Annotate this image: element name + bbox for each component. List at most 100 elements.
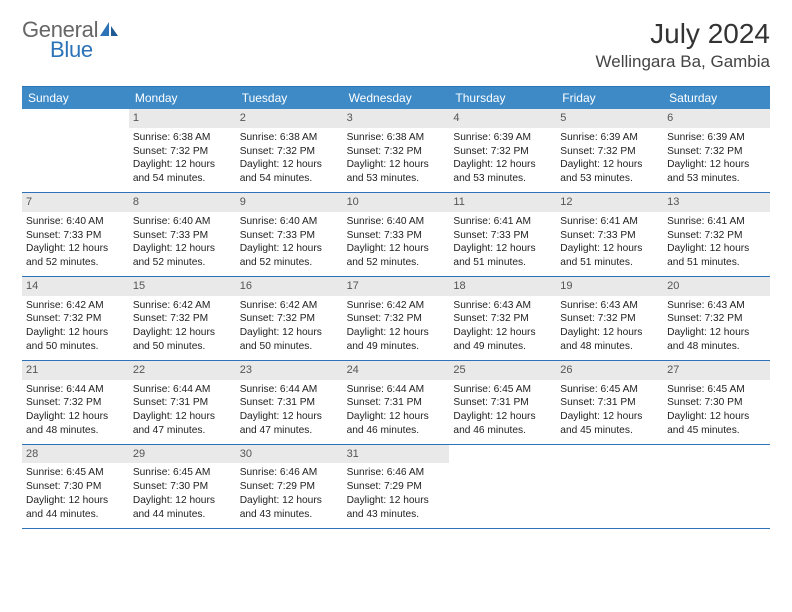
daylight-line: Daylight: 12 hours and 52 minutes. xyxy=(133,242,232,270)
daylight-line: Daylight: 12 hours and 52 minutes. xyxy=(26,242,125,270)
day-number: 20 xyxy=(663,277,770,296)
sunrise-line: Sunrise: 6:42 AM xyxy=(347,299,446,313)
day-number: 5 xyxy=(556,109,663,128)
daylight-line: Daylight: 12 hours and 54 minutes. xyxy=(240,158,339,186)
daylight-line: Daylight: 12 hours and 48 minutes. xyxy=(667,326,766,354)
logo-text-2: Blue xyxy=(50,38,93,61)
sunrise-line: Sunrise: 6:43 AM xyxy=(453,299,552,313)
day-29: 29 Sunrise: 6:45 AMSunset: 7:30 PMDayligh… xyxy=(129,445,236,528)
day-number: 22 xyxy=(129,361,236,380)
day-empty xyxy=(663,445,770,528)
day-11: 11Sunrise: 6:41 AMSunset: 7:33 PMDayligh… xyxy=(449,193,556,276)
day-number-empty xyxy=(556,445,663,464)
day-24: 24Sunrise: 6:44 AMSunset: 7:31 PMDayligh… xyxy=(343,361,450,444)
day-10: 10Sunrise: 6:40 AMSunset: 7:33 PMDayligh… xyxy=(343,193,450,276)
day-number: 8 xyxy=(129,193,236,212)
daylight-line: Daylight: 12 hours and 45 minutes. xyxy=(560,410,659,438)
day-number: 26 xyxy=(556,361,663,380)
sunset-line: Sunset: 7:32 PM xyxy=(133,312,232,326)
day-17: 17Sunrise: 6:42 AMSunset: 7:32 PMDayligh… xyxy=(343,277,450,360)
logo: GeneralBlue xyxy=(22,18,121,61)
sunset-line: Sunset: 7:33 PM xyxy=(560,229,659,243)
sunset-line: Sunset: 7:32 PM xyxy=(133,145,232,159)
day-number: 29 xyxy=(129,445,236,464)
day-31: 31Sunrise: 6:46 AMSunset: 7:29 PMDayligh… xyxy=(343,445,450,528)
daylight-line: Daylight: 12 hours and 54 minutes. xyxy=(133,158,232,186)
day-2: 2Sunrise: 6:38 AMSunset: 7:32 PMDaylight… xyxy=(236,109,343,192)
sunset-line: Sunset: 7:30 PM xyxy=(667,396,766,410)
day-4: 4Sunrise: 6:39 AMSunset: 7:32 PMDaylight… xyxy=(449,109,556,192)
daylight-line: Daylight: 12 hours and 52 minutes. xyxy=(240,242,339,270)
daylight-line: Daylight: 12 hours and 44 minutes. xyxy=(133,494,232,522)
sunset-line: Sunset: 7:32 PM xyxy=(560,145,659,159)
sunset-line: Sunset: 7:31 PM xyxy=(347,396,446,410)
day-number-empty xyxy=(663,445,770,464)
day-6: 6Sunrise: 6:39 AMSunset: 7:32 PMDaylight… xyxy=(663,109,770,192)
sunset-line: Sunset: 7:31 PM xyxy=(560,396,659,410)
day-8: 8 Sunrise: 6:40 AMSunset: 7:33 PMDaylight… xyxy=(129,193,236,276)
day-number: 12 xyxy=(556,193,663,212)
daylight-line: Daylight: 12 hours and 52 minutes. xyxy=(347,242,446,270)
sunrise-line: Sunrise: 6:44 AM xyxy=(347,383,446,397)
sunset-line: Sunset: 7:33 PM xyxy=(453,229,552,243)
day-1: 1Sunrise: 6:38 AMSunset: 7:32 PMDaylight… xyxy=(129,109,236,192)
day-25: 25Sunrise: 6:45 AMSunset: 7:31 PMDayligh… xyxy=(449,361,556,444)
dow-sunday: Sunday xyxy=(22,87,129,109)
week-row: 1Sunrise: 6:38 AMSunset: 7:32 PMDaylight… xyxy=(22,109,770,193)
daylight-line: Daylight: 12 hours and 45 minutes. xyxy=(667,410,766,438)
day-28: 28Sunrise: 6:45 AMSunset: 7:30 PMDayligh… xyxy=(22,445,129,528)
sunrise-line: Sunrise: 6:40 AM xyxy=(133,215,232,229)
sunrise-line: Sunrise: 6:42 AM xyxy=(26,299,125,313)
dow-tuesday: Tuesday xyxy=(236,87,343,109)
sunrise-line: Sunrise: 6:43 AM xyxy=(560,299,659,313)
sunset-line: Sunset: 7:32 PM xyxy=(240,312,339,326)
month-title: July 2024 xyxy=(596,18,771,50)
sunset-line: Sunset: 7:33 PM xyxy=(133,229,232,243)
sunrise-line: Sunrise: 6:41 AM xyxy=(560,215,659,229)
dow-row: SundayMondayTuesdayWednesdayThursdayFrid… xyxy=(22,87,770,109)
sunset-line: Sunset: 7:32 PM xyxy=(667,312,766,326)
day-empty xyxy=(449,445,556,528)
sunset-line: Sunset: 7:32 PM xyxy=(347,312,446,326)
daylight-line: Daylight: 12 hours and 43 minutes. xyxy=(240,494,339,522)
day-number: 19 xyxy=(556,277,663,296)
day-27: 27Sunrise: 6:45 AMSunset: 7:30 PMDayligh… xyxy=(663,361,770,444)
sunset-line: Sunset: 7:32 PM xyxy=(453,312,552,326)
day-number: 18 xyxy=(449,277,556,296)
day-9: 9Sunrise: 6:40 AMSunset: 7:33 PMDaylight… xyxy=(236,193,343,276)
day-number: 7 xyxy=(22,193,129,212)
day-14: 14Sunrise: 6:42 AMSunset: 7:32 PMDayligh… xyxy=(22,277,129,360)
daylight-line: Daylight: 12 hours and 51 minutes. xyxy=(667,242,766,270)
sunrise-line: Sunrise: 6:39 AM xyxy=(453,131,552,145)
day-number: 4 xyxy=(449,109,556,128)
daylight-line: Daylight: 12 hours and 50 minutes. xyxy=(26,326,125,354)
sunset-line: Sunset: 7:29 PM xyxy=(347,480,446,494)
day-18: 18Sunrise: 6:43 AMSunset: 7:32 PMDayligh… xyxy=(449,277,556,360)
sunrise-line: Sunrise: 6:40 AM xyxy=(347,215,446,229)
sunset-line: Sunset: 7:32 PM xyxy=(667,145,766,159)
sunrise-line: Sunrise: 6:44 AM xyxy=(240,383,339,397)
week-row: 7Sunrise: 6:40 AMSunset: 7:33 PMDaylight… xyxy=(22,193,770,277)
day-21: 21Sunrise: 6:44 AMSunset: 7:32 PMDayligh… xyxy=(22,361,129,444)
day-number: 15 xyxy=(129,277,236,296)
sunrise-line: Sunrise: 6:45 AM xyxy=(133,466,232,480)
day-12: 12Sunrise: 6:41 AMSunset: 7:33 PMDayligh… xyxy=(556,193,663,276)
sunrise-line: Sunrise: 6:44 AM xyxy=(133,383,232,397)
day-empty xyxy=(556,445,663,528)
day-number: 28 xyxy=(22,445,129,464)
day-13: 13Sunrise: 6:41 AMSunset: 7:32 PMDayligh… xyxy=(663,193,770,276)
daylight-line: Daylight: 12 hours and 51 minutes. xyxy=(453,242,552,270)
sunset-line: Sunset: 7:32 PM xyxy=(26,396,125,410)
day-number: 30 xyxy=(236,445,343,464)
week-row: 28Sunrise: 6:45 AMSunset: 7:30 PMDayligh… xyxy=(22,445,770,529)
sunrise-line: Sunrise: 6:40 AM xyxy=(26,215,125,229)
sunset-line: Sunset: 7:33 PM xyxy=(240,229,339,243)
sunrise-line: Sunrise: 6:41 AM xyxy=(453,215,552,229)
day-20: 20Sunrise: 6:43 AMSunset: 7:32 PMDayligh… xyxy=(663,277,770,360)
day-15: 15Sunrise: 6:42 AMSunset: 7:32 PMDayligh… xyxy=(129,277,236,360)
day-number-empty xyxy=(449,445,556,464)
sunrise-line: Sunrise: 6:45 AM xyxy=(667,383,766,397)
sunset-line: Sunset: 7:30 PM xyxy=(133,480,232,494)
sunrise-line: Sunrise: 6:38 AM xyxy=(347,131,446,145)
sunrise-line: Sunrise: 6:42 AM xyxy=(240,299,339,313)
